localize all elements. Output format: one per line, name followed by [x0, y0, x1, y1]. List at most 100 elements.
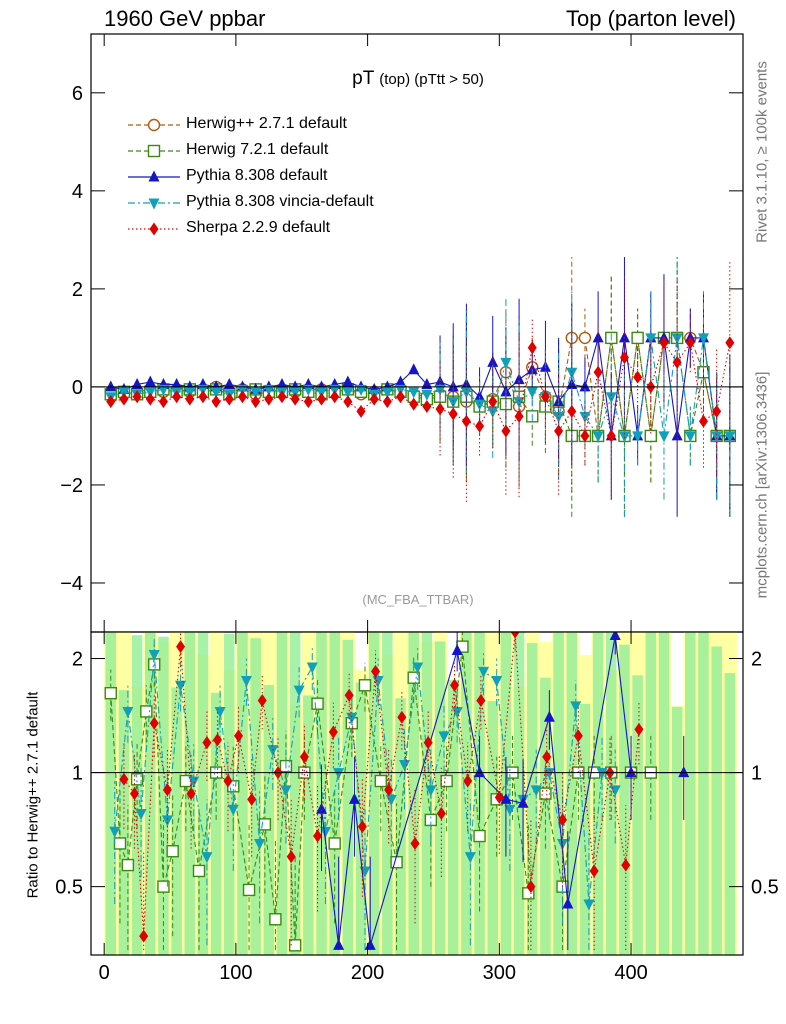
data-point	[316, 802, 328, 814]
data-point	[461, 414, 471, 428]
ratio-band-green	[698, 632, 709, 955]
ratio-plot-area	[104, 632, 737, 955]
ratio-band-green	[303, 695, 314, 955]
data-point	[542, 750, 552, 764]
data-point	[540, 390, 550, 404]
data-point	[175, 680, 187, 692]
data-point	[237, 390, 247, 404]
ratio-band-green	[210, 692, 222, 955]
ratio-band-green	[487, 701, 499, 955]
data-point	[317, 392, 327, 406]
data-point	[526, 387, 538, 399]
data-point	[343, 395, 353, 409]
rivet-version-label: Rivet 3.1.10, ≥ 100k events	[753, 61, 771, 243]
data-point	[478, 666, 490, 678]
data-point	[510, 632, 520, 639]
data-point	[385, 794, 397, 806]
data-point	[319, 826, 331, 838]
series-pythia-8-308-default	[316, 632, 690, 951]
x-tick-label: 200	[351, 962, 384, 984]
data-point	[130, 773, 144, 786]
data-point	[162, 783, 172, 797]
data-point	[625, 766, 637, 778]
data-point	[592, 331, 604, 343]
data-point	[526, 880, 536, 894]
data-point	[105, 380, 117, 392]
data-point	[330, 390, 340, 404]
data-point	[460, 377, 472, 389]
data-point	[288, 939, 302, 952]
data-point	[132, 390, 142, 404]
y-tick-label: 4	[72, 181, 83, 203]
data-point	[530, 785, 542, 797]
data-point	[672, 355, 682, 369]
ratio-band-green	[461, 632, 472, 955]
data-point	[631, 331, 644, 345]
data-point	[634, 722, 644, 736]
ratio-band-green	[566, 632, 578, 955]
data-point	[554, 424, 564, 438]
data-point	[149, 716, 159, 730]
ratio-band-green	[408, 632, 419, 955]
data-point	[434, 375, 446, 387]
legend-label: Herwig 7.2.1 default	[186, 141, 329, 158]
data-point	[395, 375, 407, 387]
data-point	[698, 414, 708, 428]
data-point	[448, 407, 458, 421]
legend-swatch	[128, 222, 180, 236]
data-point	[176, 640, 186, 654]
data-point	[566, 367, 578, 379]
data-point	[227, 804, 239, 816]
data-point	[724, 431, 736, 443]
data-point	[185, 392, 195, 406]
ratio-band-green	[434, 641, 446, 955]
y-tick-label: 1	[72, 763, 83, 785]
legend-swatch	[128, 118, 180, 132]
data-point	[121, 858, 135, 872]
data-point	[644, 429, 657, 443]
data-point	[474, 399, 486, 411]
x-tick-label: 0	[99, 962, 110, 984]
data-point	[109, 826, 121, 838]
data-point	[440, 774, 453, 788]
data-point	[583, 899, 595, 911]
data-point	[267, 745, 279, 757]
data-point	[247, 792, 257, 806]
data-point	[113, 837, 127, 850]
series-line	[110, 646, 651, 946]
data-point	[276, 377, 288, 389]
ratio-band-green	[711, 646, 722, 955]
data-point	[223, 774, 233, 788]
data-point	[257, 693, 267, 707]
ratio-band-green	[513, 632, 525, 955]
data-point	[328, 837, 341, 850]
data-point	[250, 387, 262, 399]
data-point	[211, 395, 221, 409]
ratio-band-green	[342, 639, 354, 955]
ratio-y-axis-label: Ratio to Herwig++ 2.7.1 default	[24, 691, 42, 899]
data-point	[346, 712, 358, 724]
data-point	[210, 387, 222, 399]
data-point	[527, 341, 537, 355]
data-point	[145, 392, 155, 406]
data-point	[558, 813, 568, 827]
data-point	[202, 736, 212, 750]
data-point	[473, 829, 486, 843]
data-point	[171, 377, 183, 389]
data-point	[356, 404, 366, 418]
ratio-band-green	[289, 632, 301, 955]
data-point	[488, 395, 498, 409]
plot-title-main: pT	[352, 68, 374, 89]
legend-swatch	[128, 144, 180, 158]
data-point	[240, 676, 252, 688]
y-tick-label: 6	[72, 83, 83, 105]
data-point	[609, 632, 621, 641]
data-point	[678, 766, 690, 778]
data-point	[234, 729, 244, 743]
data-point	[450, 678, 460, 692]
data-point	[214, 706, 226, 718]
data-point	[500, 792, 512, 804]
data-point	[277, 390, 287, 404]
data-point	[517, 796, 529, 808]
ratio-band-green	[250, 638, 261, 955]
